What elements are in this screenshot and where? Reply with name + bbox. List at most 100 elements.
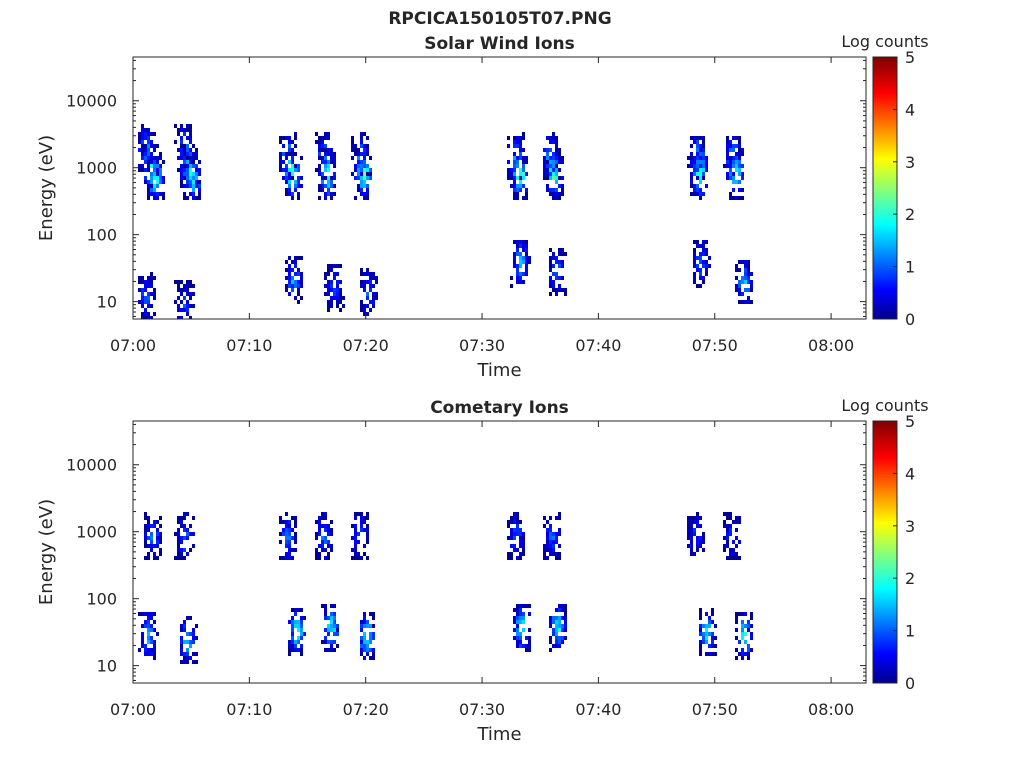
data-cell [705,248,708,252]
data-cell [183,660,186,664]
data-cell [324,272,327,276]
data-cell [738,520,741,524]
data-cell [363,656,366,660]
data-cell [564,604,567,608]
data-cell [144,316,147,319]
data-cell [561,264,564,268]
data-cell [732,172,735,176]
data-cell [183,128,186,132]
data-cell [549,284,552,288]
data-cell [183,296,186,300]
data-cell [360,284,363,288]
data-cell [519,552,522,556]
data-cell [522,136,525,140]
data-cell [558,552,561,556]
data-cell [510,528,513,532]
data-cell [744,612,747,616]
data-cell [690,152,693,156]
data-cell [555,536,558,540]
data-cell [288,188,291,192]
data-cell [330,280,333,284]
data-cell [510,532,513,536]
data-cell [372,292,375,296]
data-cell [150,624,153,628]
data-cell [696,284,699,288]
data-cell [354,544,357,548]
data-cell [156,160,159,164]
data-cell [525,192,528,196]
data-cell [522,260,525,264]
data-cell [189,304,192,308]
data-cell [186,184,189,188]
data-cell [522,544,525,548]
data-cell [741,260,744,264]
data-cell [150,292,153,296]
data-cell [285,164,288,168]
data-cell [522,616,525,620]
data-cell [525,636,528,640]
data-cell [741,276,744,280]
data-cell [291,168,294,172]
data-cell [525,252,528,256]
data-cell [693,172,696,176]
data-cell [699,148,702,152]
data-cell [555,644,558,648]
y-tick-label: 1000 [76,159,117,178]
data-cell [738,140,741,144]
data-cell [528,256,531,260]
data-cell [363,528,366,532]
data-cell [300,644,303,648]
data-cell [690,536,693,540]
data-cell [363,152,366,156]
data-cell [147,168,150,172]
data-cell [555,532,558,536]
data-cell [732,164,735,168]
data-cell [735,620,738,624]
data-cell [702,244,705,248]
data-cell [696,192,699,196]
data-cell [693,136,696,140]
data-cell [699,640,702,644]
data-cell [549,176,552,180]
data-cell [546,532,549,536]
data-cell [732,196,735,200]
data-cell [738,148,741,152]
data-cell [555,256,558,260]
data-cell [552,536,555,540]
data-cell [522,172,525,176]
data-cell [327,540,330,544]
data-cell [288,552,291,556]
data-cell [321,604,324,608]
data-cell [138,276,141,280]
data-cell [159,548,162,552]
data-cell [711,640,714,644]
data-cell [180,524,183,528]
data-cell [291,276,294,280]
data-cell [141,152,144,156]
data-cell [159,152,162,156]
data-cell [288,268,291,272]
data-cell [192,192,195,196]
data-cell [705,636,708,640]
data-cell [189,176,192,180]
data-cell [549,516,552,520]
data-cell [354,164,357,168]
data-cell [144,148,147,152]
data-cell [186,536,189,540]
data-cell [522,160,525,164]
data-cell [549,148,552,152]
data-cell [180,184,183,188]
data-cell [366,168,369,172]
data-cell [693,160,696,164]
data-cell [291,528,294,532]
data-cell [189,156,192,160]
data-cell [726,524,729,528]
data-cell [189,192,192,196]
data-cell [288,168,291,172]
data-cell [294,280,297,284]
data-cell [156,180,159,184]
data-cell [147,160,150,164]
data-cell [327,176,330,180]
data-cell [543,552,546,556]
data-cell [711,632,714,636]
